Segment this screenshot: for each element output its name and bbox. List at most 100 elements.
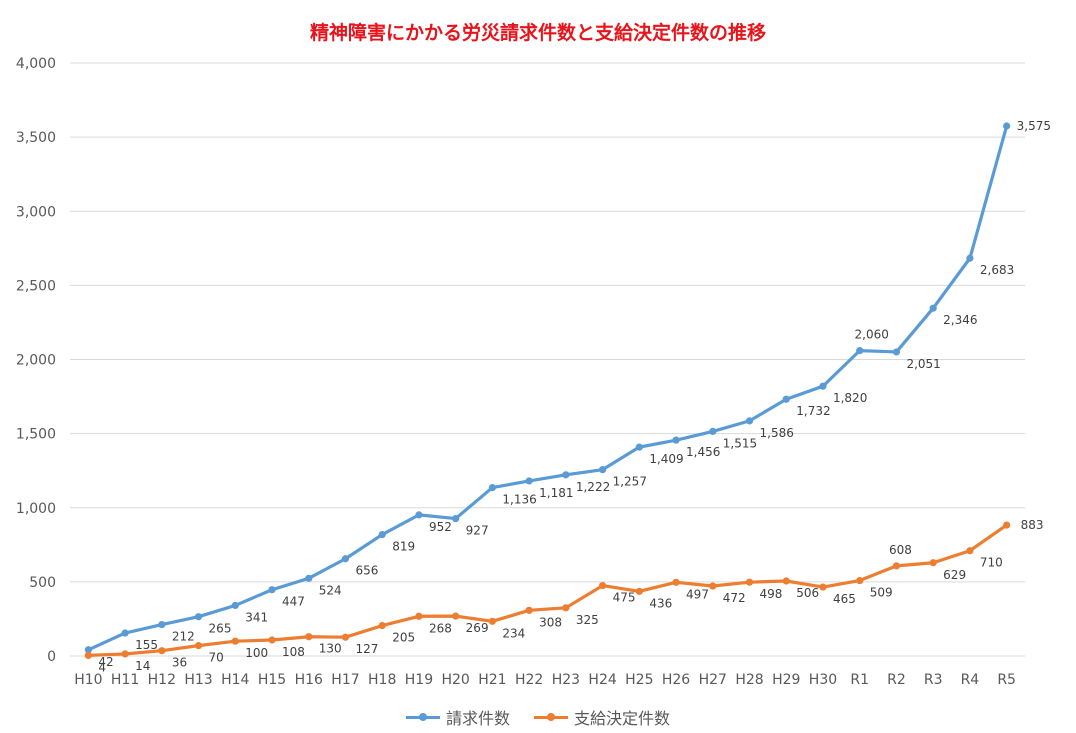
data-label: 498 [760, 587, 783, 601]
x-tick-label: H27 [699, 672, 727, 688]
data-label: 325 [576, 613, 599, 627]
data-point [341, 633, 350, 641]
data-label: 100 [245, 646, 268, 660]
data-label: 14 [135, 659, 150, 673]
data-point [415, 511, 423, 519]
data-point [452, 612, 460, 620]
y-tick-label: 0 [47, 649, 56, 665]
data-point [194, 613, 203, 621]
data-point [782, 395, 790, 403]
legend-swatch-approvals [534, 711, 568, 723]
data-label: 42 [98, 655, 113, 669]
data-point [562, 471, 570, 479]
x-tick-label: H15 [258, 672, 286, 688]
data-point [121, 629, 129, 637]
legend-item-claims: 請求件数 [405, 705, 510, 729]
data-label: 1,222 [576, 480, 610, 494]
data-point [452, 514, 460, 523]
data-point [84, 646, 92, 654]
y-tick-label: 4,000 [16, 56, 56, 72]
y-tick-label: 2,000 [16, 353, 56, 369]
x-tick-label: R5 [997, 672, 1016, 688]
x-tick-label: R1 [850, 672, 869, 688]
data-label: 1,257 [613, 475, 647, 489]
y-tick-label: 1,500 [16, 427, 56, 443]
data-label: 629 [943, 568, 966, 582]
data-label: 265 [209, 622, 232, 636]
data-label: 308 [539, 615, 562, 629]
data-point [562, 604, 570, 612]
data-label: 506 [796, 586, 819, 600]
data-point [268, 586, 276, 594]
x-tick-label: R2 [887, 672, 906, 688]
data-point [819, 382, 827, 390]
data-label: 927 [466, 524, 489, 538]
data-label: 36 [172, 656, 187, 670]
data-label: 2,051 [906, 357, 940, 371]
data-point [121, 650, 129, 658]
data-label: 1,409 [649, 452, 683, 466]
x-tick-label: H22 [515, 672, 543, 688]
x-tick-label: H19 [405, 672, 433, 688]
data-label: 70 [209, 651, 224, 665]
data-label: 234 [502, 626, 525, 640]
data-label: 341 [245, 610, 268, 624]
data-point [1003, 521, 1011, 529]
data-label: 205 [392, 631, 415, 645]
data-label: 952 [429, 520, 452, 534]
data-label: 656 [355, 564, 378, 578]
data-point [598, 581, 607, 590]
series-line [86, 523, 1009, 658]
data-point [672, 436, 680, 444]
data-label: 212 [172, 630, 195, 644]
data-label: 472 [723, 591, 746, 605]
data-point [819, 583, 827, 591]
data-point [268, 636, 276, 644]
y-tick-label: 3,000 [16, 204, 56, 220]
series-line [86, 124, 1009, 652]
data-point [672, 578, 680, 586]
data-point [525, 477, 533, 485]
data-label: 883 [1021, 518, 1044, 532]
x-tick-label: H18 [368, 672, 396, 688]
data-point [158, 647, 166, 655]
data-point [525, 606, 533, 614]
chart-title: 精神障害にかかる労災請求件数と支給決定件数の推移 [309, 22, 766, 44]
x-tick-label: R4 [961, 672, 980, 688]
x-tick-label: H25 [625, 672, 653, 688]
x-tick-label: R3 [924, 672, 943, 688]
data-point [415, 612, 423, 620]
data-point [305, 633, 313, 641]
x-tick-label: H13 [184, 672, 212, 688]
data-point [598, 466, 607, 474]
data-label: 465 [833, 592, 856, 606]
data-label: 1,732 [796, 404, 830, 418]
legend-label-claims: 請求件数 [445, 709, 510, 728]
legend: 請求件数 支給決定件数 [0, 705, 1076, 729]
data-point [635, 443, 643, 451]
x-tick-label: H10 [74, 672, 102, 688]
x-tick-label: H12 [148, 672, 176, 688]
data-label: 509 [870, 586, 893, 600]
data-label: 447 [282, 595, 305, 609]
data-label: 819 [392, 540, 415, 554]
data-point [966, 254, 974, 262]
legend-swatch-claims [405, 711, 440, 723]
data-point [231, 601, 239, 610]
data-point [488, 483, 497, 492]
x-tick-label: H21 [478, 672, 506, 688]
data-point [966, 547, 974, 555]
x-tick-label: H16 [295, 672, 323, 688]
data-point [305, 574, 313, 582]
x-tick-label: H30 [809, 672, 837, 688]
data-point [856, 347, 864, 355]
data-point [1003, 122, 1011, 130]
data-label: 710 [980, 556, 1003, 570]
data-point [378, 530, 386, 539]
data-point [84, 651, 92, 660]
data-label: 1,515 [723, 436, 757, 450]
data-label: 1,820 [833, 391, 867, 405]
data-label: 524 [319, 583, 342, 597]
data-label: 608 [889, 543, 912, 557]
